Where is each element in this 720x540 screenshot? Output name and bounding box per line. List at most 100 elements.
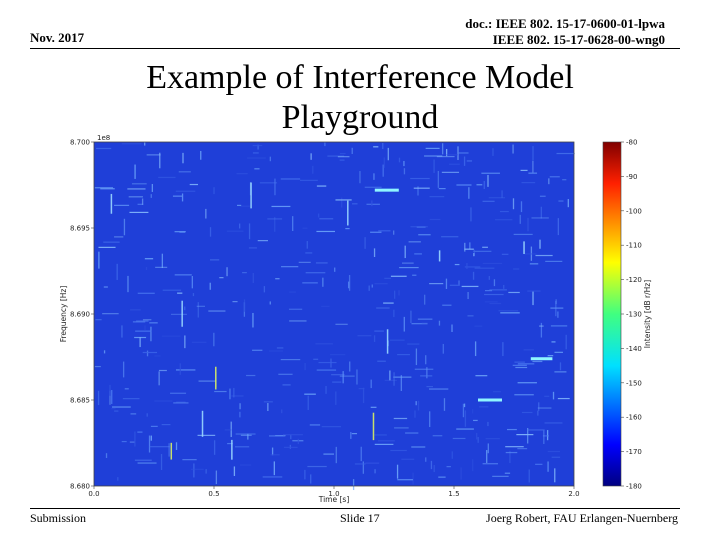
signal-burst — [429, 196, 445, 198]
signal-burst — [373, 146, 379, 148]
signal-burst — [299, 179, 318, 181]
signal-burst — [558, 200, 564, 202]
header-date: Nov. 2017 — [30, 30, 85, 45]
footer-author: Joerg Robert, FAU Erlangen-Nuernberg — [486, 511, 678, 525]
signal-burst — [307, 465, 327, 468]
header-doc-line1: doc.: IEEE 802. 15-17-0600-01-lpwa — [465, 16, 665, 31]
signal-burst — [417, 400, 420, 411]
signal-burst — [321, 426, 341, 428]
signal-burst — [116, 263, 118, 280]
signal-burst — [493, 279, 496, 287]
signal-burst — [335, 323, 348, 325]
signal-burst — [134, 164, 136, 179]
signal-burst — [178, 171, 191, 173]
signal-burst — [488, 197, 506, 199]
colorbar-tick-label: -150 — [626, 379, 642, 387]
signal-burst — [161, 253, 164, 269]
signal-burst — [257, 144, 259, 150]
signal-burst — [475, 375, 488, 377]
signal-burst — [210, 259, 220, 261]
signal-burst — [565, 334, 567, 350]
signal-burst — [142, 319, 152, 321]
signal-burst — [309, 424, 321, 426]
signal-burst — [252, 144, 263, 147]
y-axis-label: Frequency [Hz] — [59, 286, 68, 343]
signal-burst — [527, 429, 545, 431]
signal-burst — [552, 391, 555, 400]
signal-burst — [383, 157, 385, 168]
footer-slide-number: Slide 17 — [340, 511, 380, 525]
signal-burst — [312, 165, 314, 174]
signal-burst — [130, 309, 141, 311]
signal-burst — [254, 168, 260, 170]
signal-burst — [132, 321, 146, 323]
signal-burst — [410, 310, 412, 324]
signal-burst — [242, 272, 247, 274]
signal-burst — [445, 149, 448, 157]
signal-burst — [252, 152, 259, 154]
signal-burst — [483, 180, 485, 190]
signal-burst — [547, 461, 549, 472]
signal-burst — [150, 326, 152, 342]
signal-burst — [449, 163, 460, 165]
signal-burst — [470, 207, 472, 222]
signal-burst — [502, 342, 504, 357]
signal-burst — [304, 469, 306, 480]
colorbar-tick-label: -140 — [626, 345, 642, 353]
signal-burst — [370, 406, 377, 408]
signal-burst — [384, 277, 392, 279]
signal-burst — [537, 410, 539, 416]
signal-burst — [559, 362, 562, 371]
signal-burst — [173, 402, 189, 404]
signal-burst — [197, 434, 216, 436]
signal-burst — [168, 443, 170, 457]
signal-burst — [292, 216, 294, 231]
signal-burst — [271, 205, 291, 208]
signal-burst — [467, 292, 469, 300]
signal-burst — [117, 477, 119, 481]
signal-burst — [161, 335, 181, 337]
colorbar-tick-label: -80 — [626, 139, 637, 147]
signal-burst — [175, 369, 196, 371]
signal-burst — [335, 199, 352, 201]
signal-burst — [289, 291, 296, 293]
signal-burst — [484, 293, 504, 296]
signal-burst — [269, 350, 284, 352]
signal-burst — [452, 437, 466, 440]
signal-burst — [304, 393, 316, 395]
signal-burst — [484, 301, 498, 303]
signal-burst — [512, 144, 514, 154]
colorbar-label: Intensity [dB r/Hz] — [643, 280, 652, 348]
signal-burst — [414, 410, 416, 418]
signal-burst — [521, 182, 536, 184]
signal-burst — [150, 194, 152, 198]
signal-burst — [513, 233, 533, 236]
signal-burst — [456, 428, 474, 430]
signal-burst — [209, 282, 211, 290]
signal-burst — [411, 446, 426, 448]
signal-burst — [121, 143, 142, 145]
signal-burst — [175, 442, 178, 451]
signal-burst — [315, 262, 328, 264]
signal-burst — [457, 146, 459, 161]
signal-burst — [415, 348, 418, 366]
signal-burst — [528, 469, 530, 483]
signal-burst — [397, 354, 410, 356]
signal-burst — [443, 398, 446, 411]
signal-burst — [270, 454, 280, 456]
signal-burst — [339, 152, 346, 155]
signal-burst — [226, 230, 244, 232]
signal-burst — [127, 275, 129, 293]
signal-burst — [263, 286, 266, 293]
y-tick-label: 8.695 — [70, 225, 90, 233]
signal-burst — [425, 457, 427, 462]
signal-burst — [384, 379, 397, 381]
signal-burst — [252, 272, 254, 283]
signal-burst — [505, 446, 524, 448]
signal-burst — [289, 320, 307, 322]
signal-burst — [545, 260, 563, 263]
signal-burst — [332, 381, 342, 383]
signal-burst — [189, 183, 199, 186]
signal-burst — [146, 413, 148, 417]
